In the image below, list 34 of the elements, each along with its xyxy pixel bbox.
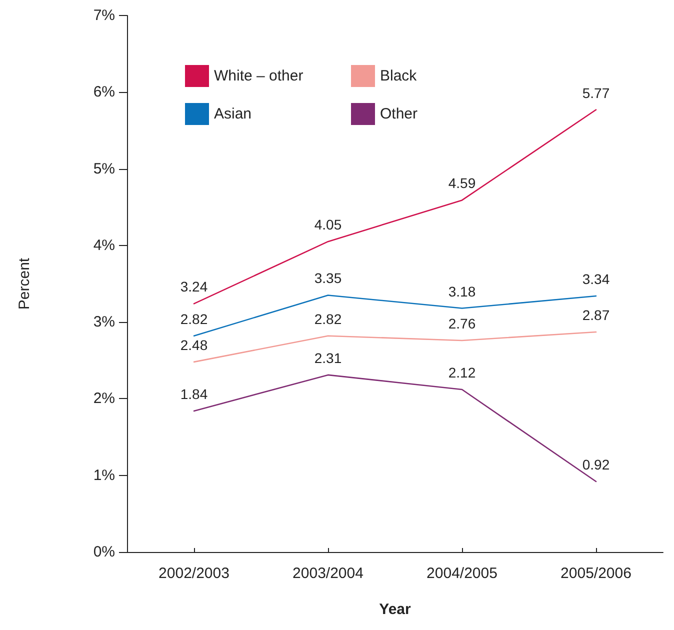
- y-tick-label: 1%: [93, 466, 115, 484]
- y-tick-label: 4%: [93, 236, 115, 254]
- legend-label: Other: [380, 106, 418, 122]
- data-label: 3.24: [180, 278, 208, 295]
- data-label: 2.87: [582, 307, 610, 324]
- x-tick-label: 2002/2003: [158, 565, 230, 582]
- data-label: 1.84: [180, 386, 208, 402]
- x-axis-title: Year: [379, 601, 412, 618]
- y-tick-label: 0%: [93, 544, 115, 560]
- y-tick-label: 2%: [93, 390, 115, 408]
- y-tick-label: 5%: [93, 160, 115, 178]
- legend-label: White – other: [214, 68, 304, 84]
- data-label: 4.05: [314, 216, 342, 233]
- x-tick-label: 2004/2005: [426, 565, 498, 582]
- data-label: 2.12: [448, 364, 476, 381]
- data-label: 3.35: [314, 270, 342, 286]
- legend-label: Black: [380, 68, 418, 84]
- y-tick-label: 6%: [93, 84, 115, 101]
- data-label: 4.59: [448, 175, 476, 192]
- y-tick-label: 7%: [93, 7, 115, 24]
- data-label: 3.18: [448, 283, 476, 300]
- data-label: 2.82: [314, 310, 342, 327]
- x-tick-label: 2003/2004: [292, 565, 364, 582]
- data-label: 2.76: [448, 315, 476, 332]
- legend-label: Asian: [214, 106, 252, 122]
- data-label: 0.92: [582, 456, 610, 472]
- y-tick-label: 3%: [93, 314, 115, 331]
- data-label: 5.77: [582, 84, 610, 101]
- x-tick-label: 2005/2006: [560, 565, 632, 582]
- data-label: 2.31: [314, 350, 342, 366]
- data-label: 2.48: [180, 336, 208, 353]
- data-label: 2.82: [180, 310, 208, 327]
- y-axis-title: Percent: [16, 257, 33, 310]
- data-label: 3.34: [582, 271, 610, 288]
